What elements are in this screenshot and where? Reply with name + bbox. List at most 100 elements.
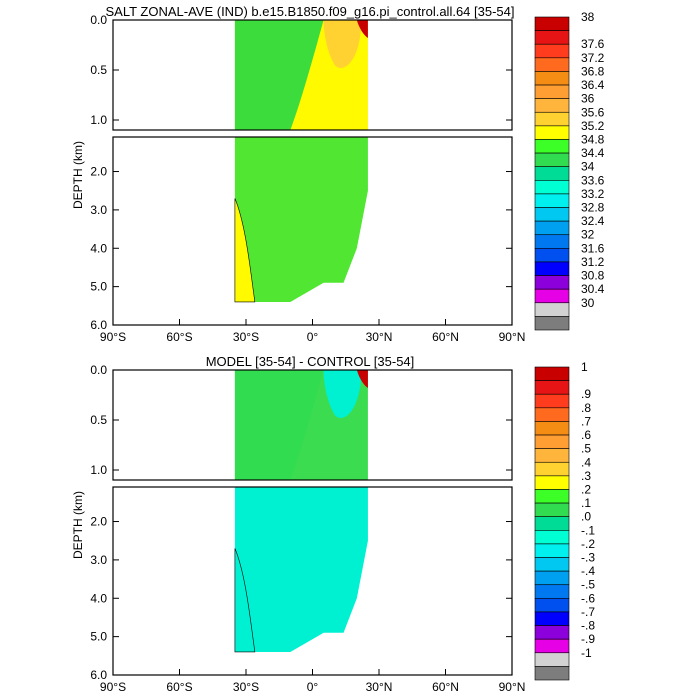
section-plot: 0.0 0.5 1.0 2.0 3.0 4.0 5.0 6.090°S 60°S 30°S 0° 30… [71,13,525,344]
colorbar-label: -.9 [581,632,595,646]
colorbar-swatch [534,16,570,31]
y-tick-label: 4.0 [90,591,107,605]
panel-title: MODEL [35-54] - CONTROL [35-54] [206,354,415,369]
lower-fill [234,487,368,652]
colorbar-swatch [534,611,570,626]
colorbar-swatch [534,302,570,317]
colorbar-swatch [534,393,570,409]
colorbar-swatch [534,557,570,572]
colorbar-swatch [534,489,570,504]
colorbar-swatch [534,111,570,127]
y-tick-label: 6.0 [90,668,107,682]
colorbar-label: .2 [581,482,591,496]
colorbar-label: 36.8 [581,64,605,78]
colorbar-swatch [534,139,570,154]
x-tick-label: 0° [307,330,319,344]
colorbar-label: 30.8 [581,269,605,283]
colorbar-swatch [534,543,570,558]
colorbar-label: 30 [581,296,595,310]
colorbar-swatch [534,584,570,599]
colorbar-label: 31.2 [581,255,605,269]
colorbar-swatch [534,193,570,208]
colorbar-label: .8 [581,401,591,415]
y-tick-label: 5.0 [90,280,107,294]
colorbar-swatch [534,475,570,490]
y-tick-label: 0.0 [90,363,107,377]
y-tick-label: 1.0 [90,113,107,127]
x-tick-label: 90°N [499,680,526,694]
colorbar-swatch [534,380,570,395]
colorbar-swatch [534,30,570,45]
colorbar-swatch [534,234,570,249]
colorbar-label: .6 [581,428,591,442]
upper-band-fill [323,370,362,418]
colorbar-swatch [534,598,570,613]
model-minus-control-panel: MODEL [35-54] - CONTROL [35-54] 0.0 0.5 1.… [71,354,595,694]
x-tick-label: 90°N [499,330,526,344]
lower-western-fill [234,198,256,303]
x-tick-label: 60°N [432,330,459,344]
colorbar-swatch [534,57,570,72]
y-tick-label: 2.0 [90,165,107,179]
colorbar-label: -1 [581,646,592,660]
y-tick-label: 0.5 [90,63,107,77]
y-tick-label: 4.0 [90,241,107,255]
colorbar-swatch [534,125,570,140]
colorbar-swatch [534,448,570,463]
upper-frame [112,369,513,481]
lower-fill [234,137,368,302]
panel-title: SALT ZONAL-AVE (IND) b.e15.B1850.f09_g16… [105,4,514,19]
colorbar-swatch [534,434,570,449]
upper-extreme-fill [356,370,368,388]
y-tick-label: 3.0 [90,203,107,217]
upper-southern-fill [234,370,324,480]
x-tick-label: 30°S [233,330,259,344]
colorbar-swatch [534,288,570,304]
colorbar-swatch [534,166,570,181]
colorbar-label: 37.6 [581,37,605,51]
x-tick-label: 0° [307,680,319,694]
x-tick-label: 90°S [100,330,126,344]
colorbar-label: 37.2 [581,51,605,65]
y-tick-label: 6.0 [90,318,107,332]
y-tick-label: 0.5 [90,413,107,427]
colorbar-swatch [534,98,570,113]
y-tick-label: 3.0 [90,553,107,567]
colorbar-label: 33.2 [581,187,605,201]
colorbar-label: .7 [581,414,591,428]
y-tick-label: 0.0 [90,13,107,27]
colorbar-label: -.7 [581,605,595,619]
colorbar-label: .5 [581,442,591,456]
colorbar-label: 31.6 [581,241,605,255]
y-tick-label: 5.0 [90,630,107,644]
y-axis-label: DEPTH (km) [71,141,85,209]
colorbar-swatch [534,84,570,99]
colorbar-swatch [534,152,570,167]
colorbar-label: -.3 [581,551,595,565]
colorbar-label: 34 [581,160,595,174]
colorbar-swatch [534,180,570,195]
y-axis-label: DEPTH (km) [71,491,85,559]
colorbar-label: .9 [581,387,591,401]
colorbar-label: 30.4 [581,282,605,296]
x-tick-label: 60°S [166,330,192,344]
x-tick-label: 90°S [100,680,126,694]
colorbar-label: 35.2 [581,119,605,133]
colorbar-swatch [534,502,570,517]
colorbar-label: -.4 [581,564,595,578]
colorbar-swatch [534,530,570,545]
colorbar-swatch [534,516,570,531]
x-tick-label: 30°N [366,330,393,344]
y-tick-label: 2.0 [90,515,107,529]
colorbar-swatch [534,261,570,276]
colorbar-swatch [534,625,570,640]
lower-western-fill [234,548,256,653]
colorbar: 3837.637.236.836.43635.635.234.834.43433… [534,10,605,331]
colorbar-swatch [534,638,570,654]
x-tick-label: 60°N [432,680,459,694]
colorbar-swatch [534,207,570,222]
colorbar-label: -.8 [581,619,595,633]
upper-extreme-fill [356,20,368,38]
colorbar-swatch [534,461,570,477]
